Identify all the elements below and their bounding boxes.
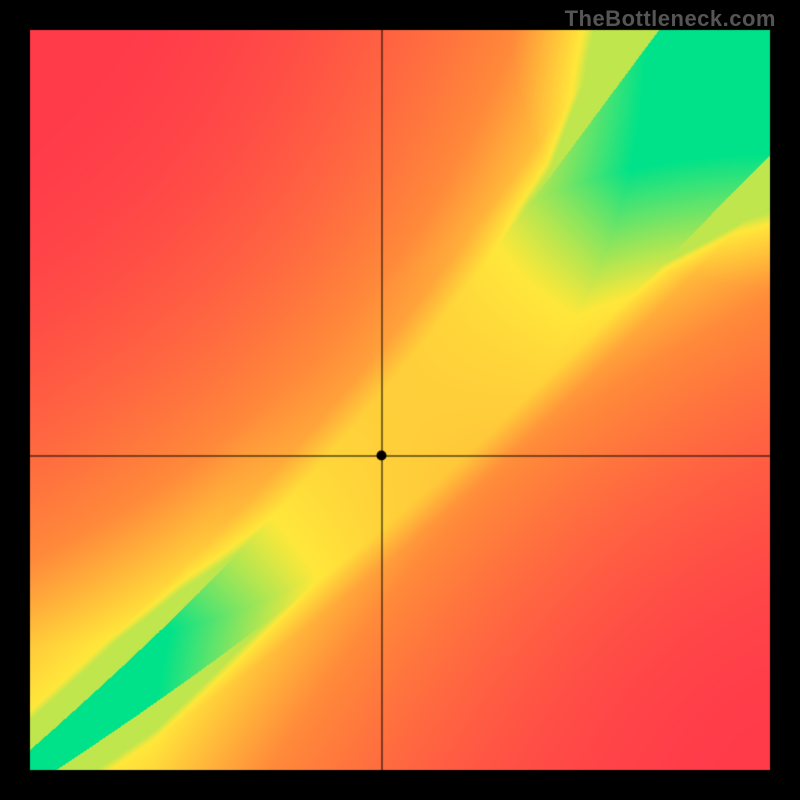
watermark-text: TheBottleneck.com — [565, 6, 776, 32]
chart-container: TheBottleneck.com — [0, 0, 800, 800]
bottleneck-heatmap — [0, 0, 800, 800]
